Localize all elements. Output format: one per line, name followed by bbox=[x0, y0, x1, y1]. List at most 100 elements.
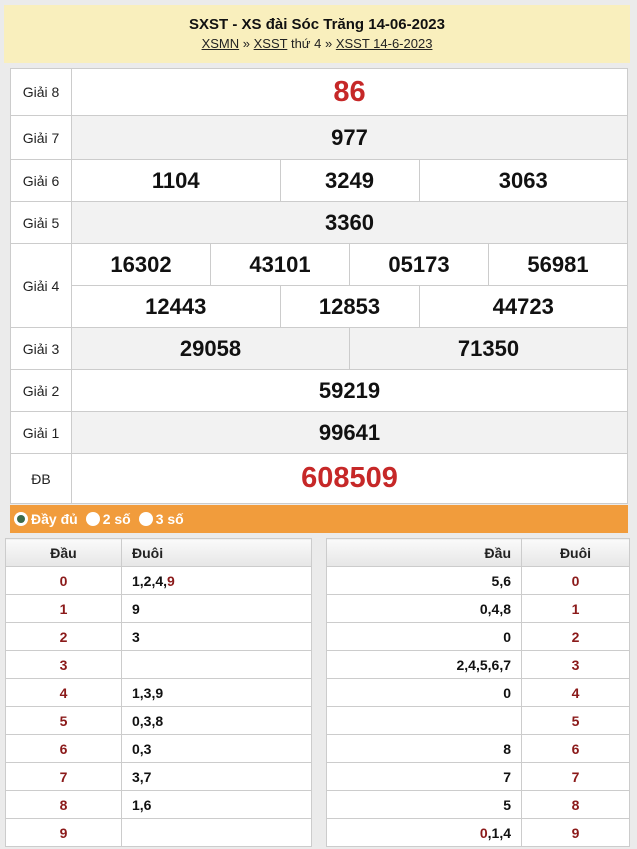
display-options-bar: Đầy đủ 2 số 3 số bbox=[10, 505, 628, 533]
prize-number: 59219 bbox=[71, 369, 628, 412]
digit-list bbox=[121, 818, 312, 847]
breadcrumb-date[interactable]: XSST 14-6-2023 bbox=[335, 36, 433, 51]
prize-number: 05173 bbox=[349, 243, 489, 286]
digit-list: 0,1,4 bbox=[326, 818, 522, 847]
digit-list: 3 bbox=[121, 622, 312, 651]
loto-row: 5 bbox=[326, 706, 630, 735]
prize-row-6: Giải 6 1104 3249 3063 bbox=[10, 159, 628, 202]
key-digit: 7 bbox=[521, 762, 630, 791]
digit-group: 3,7 bbox=[132, 768, 152, 785]
loto-row: 0 1,2,4,9 bbox=[5, 566, 312, 595]
loto-by-head-table: Đầu Đuôi 0 1,2,4,9 1 9 2 3 3 4 1,3,9 5 0,3,8 6 0,3 7 3,… bbox=[5, 538, 312, 847]
prize-number: 608509 bbox=[71, 453, 628, 504]
option-full[interactable]: Đầy đủ bbox=[14, 511, 78, 527]
prize-row-5: Giải 5 3360 bbox=[10, 201, 628, 244]
digit-list bbox=[121, 650, 312, 679]
loto-row: 5 0,3,8 bbox=[5, 706, 312, 735]
digit-list: 5 bbox=[326, 790, 522, 819]
key-digit: 2 bbox=[521, 622, 630, 651]
option-label: Đầy đủ bbox=[31, 511, 78, 527]
loto-row: 8 1,6 bbox=[5, 790, 312, 819]
digit-group: 5 bbox=[503, 796, 511, 813]
digit-list: 5,6 bbox=[326, 566, 522, 595]
key-digit: 8 bbox=[5, 790, 122, 819]
digit-group: 0,3,8 bbox=[132, 712, 164, 729]
prize-number: 56981 bbox=[488, 243, 628, 286]
digit-list: 1,3,9 bbox=[121, 678, 312, 707]
key-digit: 6 bbox=[521, 734, 630, 763]
prize-label: Giải 8 bbox=[10, 68, 72, 116]
digit-group: 1,2,4, bbox=[132, 572, 168, 589]
breadcrumb-weekday: thứ 4 bbox=[290, 36, 322, 51]
prize-label: Giải 7 bbox=[10, 115, 72, 160]
key-digit: 4 bbox=[521, 678, 630, 707]
digit-group: 9 bbox=[132, 600, 140, 617]
digit-group: 2,4,5,6,7 bbox=[456, 656, 512, 673]
breadcrumb-separator: » bbox=[242, 36, 250, 51]
digit-group: 9 bbox=[167, 572, 175, 589]
prize-label: ĐB bbox=[10, 453, 72, 504]
breadcrumb-xsmn[interactable]: XSMN bbox=[201, 36, 240, 51]
prize-row-3: Giải 3 29058 71350 bbox=[10, 327, 628, 370]
key-digit: 0 bbox=[5, 566, 122, 595]
col-head-duoi: Đuôi bbox=[521, 538, 630, 567]
digit-list: 0 bbox=[326, 678, 522, 707]
col-head-duoi: Đuôi bbox=[121, 538, 312, 567]
key-digit: 8 bbox=[521, 790, 630, 819]
page-header: SXST - XS đài Sóc Trăng 14-06-2023 XSMN … bbox=[4, 5, 630, 63]
digit-list: 8 bbox=[326, 734, 522, 763]
digit-list: 1,2,4,9 bbox=[121, 566, 312, 595]
prize-number: 1104 bbox=[71, 159, 281, 202]
prize-number: 99641 bbox=[71, 411, 628, 454]
prize-row-8: Giải 8 86 bbox=[10, 68, 628, 116]
prize-number: 86 bbox=[71, 68, 628, 116]
digit-list: 0,4,8 bbox=[326, 594, 522, 623]
key-digit: 6 bbox=[5, 734, 122, 763]
loto-by-tail-table: Đầu Đuôi 5,6 0 0,4,8 1 0 2 2,4,5,6,7 3 0 4 5 8 6 7 7 5 8 0… bbox=[326, 538, 630, 847]
loto-row: 0,4,8 1 bbox=[326, 594, 630, 623]
loto-row: 9 bbox=[5, 818, 312, 847]
prize-row-7: Giải 7 977 bbox=[10, 115, 628, 160]
key-digit: 0 bbox=[521, 566, 630, 595]
breadcrumb-separator: » bbox=[324, 36, 333, 51]
loto-row: 7 3,7 bbox=[5, 762, 312, 791]
prize-label: Giải 2 bbox=[10, 369, 72, 412]
breadcrumb-xsst[interactable]: XSST bbox=[253, 36, 288, 51]
prize-label: Giải 5 bbox=[10, 201, 72, 244]
digit-group: 0 bbox=[503, 684, 511, 701]
radio-icon[interactable] bbox=[138, 512, 153, 526]
digit-group: 1,3,9 bbox=[132, 684, 164, 701]
breadcrumb: XSMN » XSST thứ 4 » XSST 14-6-2023 bbox=[4, 36, 630, 51]
option-2-digits[interactable]: 2 số bbox=[85, 511, 131, 527]
prize-number: 71350 bbox=[349, 327, 628, 370]
digit-group: 0,3 bbox=[132, 740, 152, 757]
loto-row: 2,4,5,6,7 3 bbox=[326, 650, 630, 679]
prize-number: 3249 bbox=[279, 159, 420, 202]
option-label: 3 số bbox=[155, 511, 184, 527]
key-digit: 5 bbox=[521, 706, 630, 735]
prize-number: 29058 bbox=[71, 327, 350, 370]
radio-checked-icon[interactable] bbox=[14, 512, 28, 526]
key-digit: 7 bbox=[5, 762, 122, 791]
prize-number: 3063 bbox=[418, 159, 628, 202]
results-table: Giải 8 86 Giải 7 977 Giải 6 1104 3249 3063 Gi… bbox=[10, 68, 628, 504]
prize-number: 44723 bbox=[418, 285, 628, 328]
loto-row: 4 1,3,9 bbox=[5, 678, 312, 707]
page-title: SXST - XS đài Sóc Trăng 14-06-2023 bbox=[189, 16, 445, 33]
loto-row: 3 bbox=[5, 650, 312, 679]
prize-label: Giải 3 bbox=[10, 327, 72, 370]
key-digit: 5 bbox=[5, 706, 122, 735]
loto-row: 6 0,3 bbox=[5, 734, 312, 763]
radio-icon[interactable] bbox=[85, 512, 100, 526]
digit-list: 7 bbox=[326, 762, 522, 791]
option-3-digits[interactable]: 3 số bbox=[138, 511, 184, 527]
prize-label: Giải 4 bbox=[10, 243, 72, 328]
digit-list: 3,7 bbox=[121, 762, 312, 791]
prize-number: 43101 bbox=[210, 243, 350, 286]
prize-row-4b: 12443 12853 44723 bbox=[11, 285, 628, 328]
digit-group: 0,4,8 bbox=[479, 600, 511, 617]
digit-list: 2,4,5,6,7 bbox=[326, 650, 522, 679]
digit-list: 0 bbox=[326, 622, 522, 651]
